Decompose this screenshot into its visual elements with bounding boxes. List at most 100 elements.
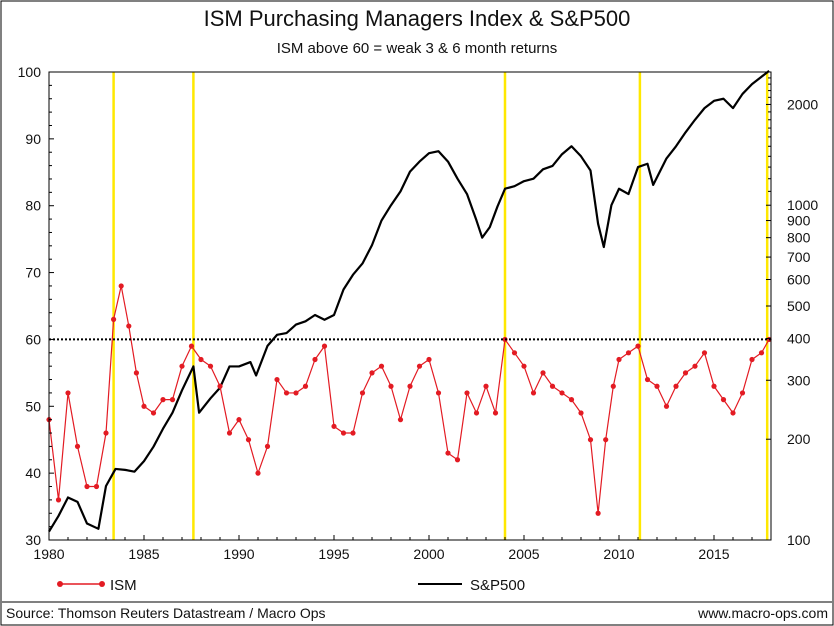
ism-point: [84, 483, 90, 490]
ism-point: [283, 390, 290, 396]
chart-subtitle: ISM above 60 = weak 3 & 6 month returns: [277, 40, 558, 57]
ism-point: [610, 383, 616, 389]
ism-point: [169, 397, 176, 403]
ism-point: [321, 343, 328, 349]
ism-point: [635, 343, 641, 349]
ism-point: [673, 383, 679, 389]
ism-point: [118, 283, 124, 289]
ism-point: [226, 430, 233, 436]
y-right-tick-label: 200: [787, 431, 811, 447]
ism-point: [625, 350, 632, 356]
ism-point: [426, 356, 432, 363]
ism-point: [103, 430, 109, 436]
ism-point: [530, 390, 537, 396]
ism-point: [150, 410, 157, 416]
ism-line: [48, 285, 770, 514]
ism-point: [739, 390, 746, 396]
ism-point: [445, 450, 451, 456]
ism-point: [587, 437, 594, 443]
ism-point: [126, 323, 132, 329]
ism-point: [692, 363, 698, 369]
ism-point: [549, 383, 556, 389]
ism-point: [720, 397, 727, 403]
chart-title: ISM Purchasing Managers Index & S&P500: [204, 6, 631, 31]
ism-point: [511, 350, 518, 356]
website-label: www.macro-ops.com: [697, 605, 828, 621]
x-tick-label: 2005: [508, 546, 539, 562]
ism-point: [141, 403, 147, 409]
plot-frame: [48, 71, 772, 541]
ism-point: [378, 363, 385, 369]
y-left-tick-label: 60: [25, 331, 41, 347]
y-right-tick-label: 900: [787, 213, 811, 229]
ism-point: [264, 443, 271, 449]
ism-point: [578, 410, 584, 416]
x-tick-label: 1985: [128, 546, 159, 562]
ism-point: [93, 483, 100, 490]
ism-point: [483, 383, 489, 389]
ism-point: [245, 437, 252, 443]
ism-point: [74, 443, 81, 449]
ism-point: [654, 383, 660, 389]
y-left-tick-label: 100: [18, 64, 42, 80]
ism-point: [416, 363, 423, 369]
ism-point: [179, 363, 185, 369]
ism-point: [198, 356, 204, 363]
legend: ISM S&P500: [57, 577, 525, 594]
ism-point: [255, 470, 261, 476]
y-right-tick-label: 700: [787, 249, 811, 265]
ism-point: [663, 403, 670, 409]
y-right-tick-label: 600: [787, 271, 811, 287]
ism-point: [302, 383, 309, 389]
y-right-tick-label: 500: [787, 298, 811, 314]
legend-ism-label: ISM: [110, 577, 137, 594]
ism-point: [435, 390, 442, 396]
ism-point: [730, 410, 736, 416]
legend-ism-marker: [99, 581, 105, 587]
y-right-tick-label: 100: [787, 532, 811, 548]
ism-point: [559, 390, 565, 396]
legend-ism-marker: [57, 581, 63, 587]
ism-point: [274, 376, 280, 383]
highlight-layer: [112, 72, 769, 540]
y-left-tick-label: 40: [25, 465, 41, 481]
ism-point: [340, 430, 347, 436]
x-tick-label: 1990: [223, 546, 254, 562]
ism-point: [388, 383, 394, 389]
x-tick-label: 2015: [698, 546, 729, 562]
ism-point: [711, 383, 717, 389]
ism-point: [644, 376, 651, 383]
ism-point: [111, 316, 117, 322]
y-right-tick-label: 300: [787, 372, 811, 388]
y-right-tick-label: 2000: [787, 96, 818, 112]
x-tick-label: 1995: [318, 546, 349, 562]
source-label: Source: Thomson Reuters Datastream / Mac…: [6, 605, 326, 621]
ism-point: [160, 397, 166, 403]
y-right-tick-label: 800: [787, 230, 811, 246]
ism-point: [595, 510, 601, 516]
y-left-tick-label: 90: [25, 131, 41, 147]
x-tick-label: 2000: [413, 546, 444, 562]
axis-layer: 30 40 50 60 70 80 90 100 1980 1985 1990 1995 2000 200…: [18, 64, 819, 562]
x-tick-label: 1980: [33, 546, 64, 562]
ism-point: [701, 350, 708, 356]
ism-point: [749, 356, 755, 363]
ism-point: [473, 410, 480, 416]
ism-point: [369, 370, 375, 376]
ism-point: [568, 397, 575, 403]
ism-point: [133, 370, 139, 376]
ism-point: [454, 457, 461, 463]
ism-point: [603, 437, 609, 443]
ism-point: [616, 356, 622, 363]
y-left-tick-label: 70: [25, 265, 41, 281]
ism-point: [758, 350, 765, 356]
ism-point: [682, 370, 689, 376]
ism-point: [236, 417, 242, 423]
y-left-tick-label: 80: [25, 198, 41, 214]
ism-point: [188, 343, 195, 349]
ism-point: [207, 363, 214, 369]
y-right-tick-label: 400: [787, 330, 811, 346]
